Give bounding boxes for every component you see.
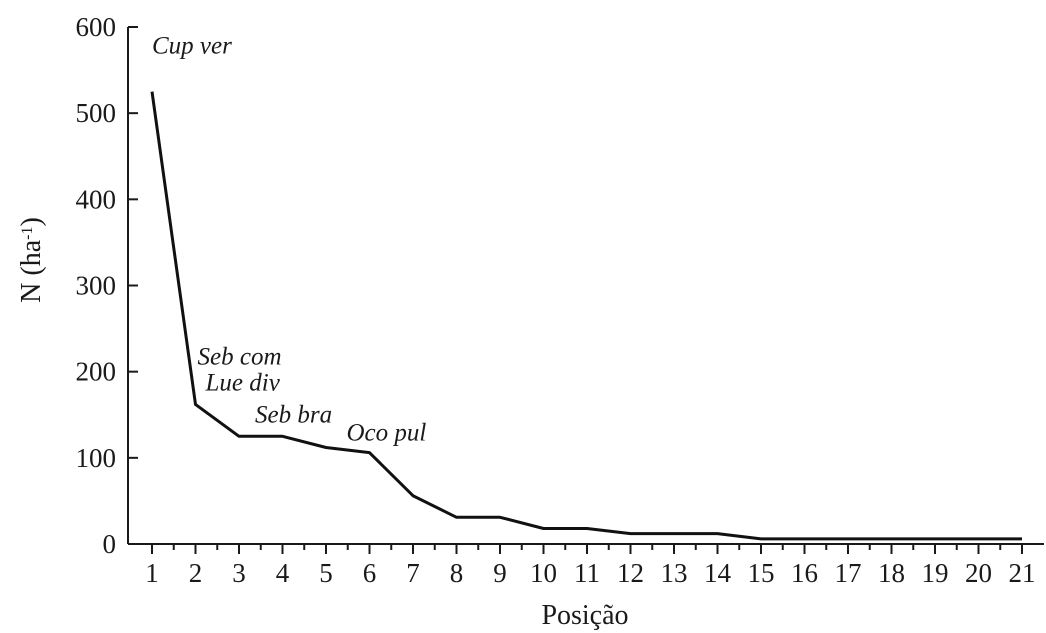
x-axis-title: Posição: [541, 600, 628, 631]
y-axis: 0 100 200 300 400 500 600: [76, 12, 138, 559]
x-tick-label: 15: [748, 558, 775, 588]
species-annotation: Oco pul: [347, 420, 427, 447]
x-tick-label: 20: [965, 558, 992, 588]
species-annotation: Seb bra: [255, 401, 332, 428]
series-line: [150, 91, 1022, 541]
x-tick-label: 1: [145, 558, 159, 588]
x-tick-label: 11: [574, 558, 600, 588]
x-tick-label: 13: [661, 558, 688, 588]
x-axis: 1 2 3 4 5 6 7 8 9 10 11 12 13 14 15 16 17 18 19 20 21: [128, 543, 1044, 588]
x-tick-label: 14: [704, 558, 732, 588]
y-axis-title: N (ha-1): [16, 217, 47, 303]
y-tick-label: 200: [76, 357, 117, 387]
x-tick-label: 16: [791, 558, 818, 588]
y-tick-label: 0: [103, 529, 117, 559]
x-tick-label: 4: [276, 558, 290, 588]
species-annotation: Seb com: [198, 343, 282, 370]
x-tick-label: 18: [878, 558, 905, 588]
x-tick-label: 21: [1009, 558, 1036, 588]
y-tick-label: 100: [76, 443, 117, 473]
x-tick-label: 12: [617, 558, 644, 588]
y-tick-label: 400: [76, 184, 117, 214]
species-annotation: Cup ver: [152, 33, 232, 60]
x-tick-label: 3: [232, 558, 246, 588]
x-tick-label: 2: [189, 558, 203, 588]
x-tick-label: 6: [363, 558, 377, 588]
x-tick-label: 19: [922, 558, 949, 588]
y-axis-title-main: N (ha: [16, 239, 47, 303]
y-tick-label: 300: [76, 271, 117, 301]
x-tick-label: 17: [835, 558, 862, 588]
y-axis-title-superscript: -1: [19, 227, 36, 240]
x-tick-label: 9: [493, 558, 507, 588]
y-tick-label: 500: [76, 98, 117, 128]
x-tick-label: 10: [530, 558, 557, 588]
series-layer: [150, 91, 1022, 541]
y-tick-label: 600: [76, 12, 117, 42]
species-annotation: Lue div: [205, 369, 281, 396]
x-tick-label: 5: [319, 558, 333, 588]
y-axis-title-close: ): [16, 217, 47, 226]
x-tick-label: 8: [450, 558, 464, 588]
x-tick-label: 7: [406, 558, 420, 588]
